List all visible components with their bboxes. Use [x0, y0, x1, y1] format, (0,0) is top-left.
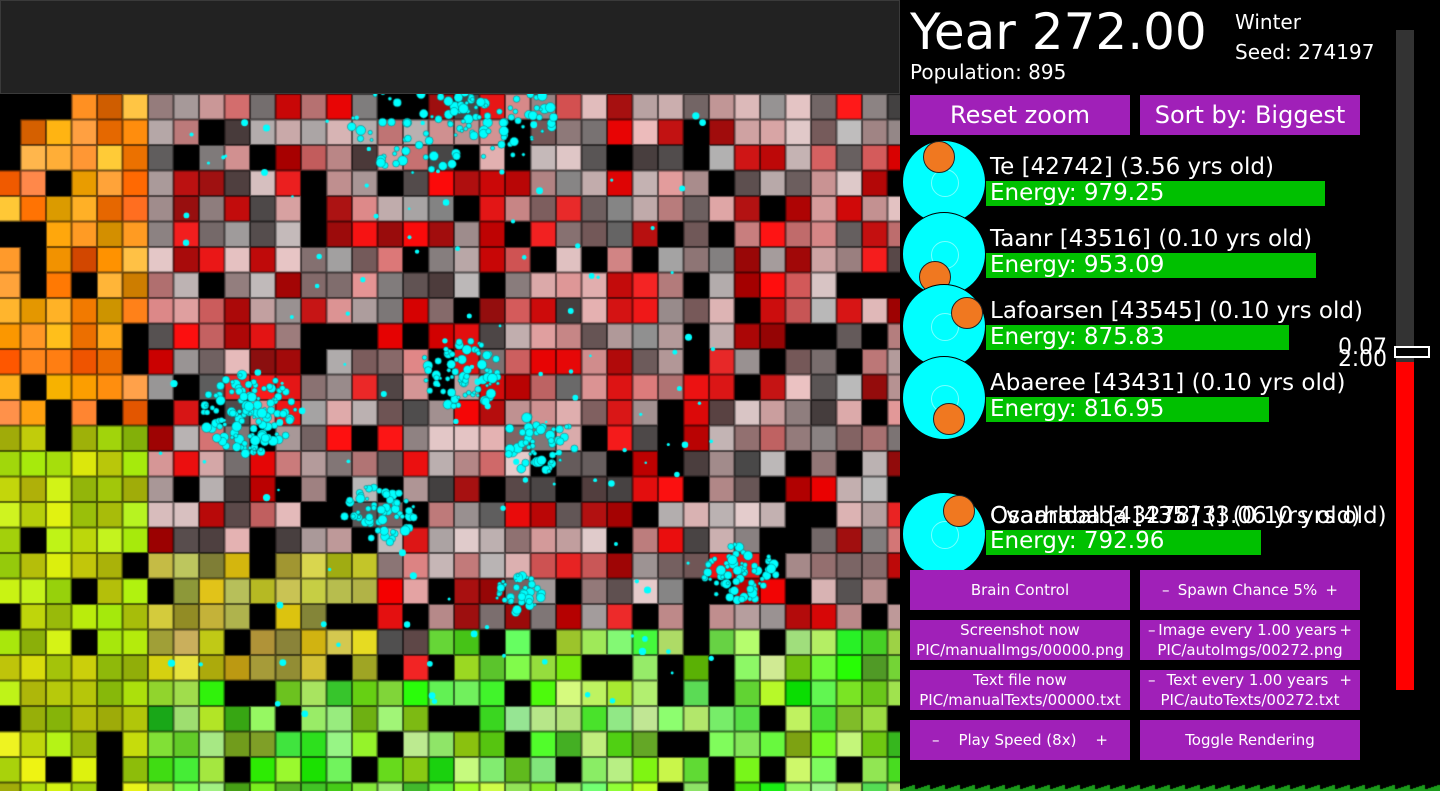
creature-body-icon — [902, 140, 986, 224]
text-interval-label: Text every 1.00 years — [1166, 671, 1329, 689]
creature-ring — [931, 521, 959, 549]
spawn-chance-label: Spawn Chance 5% — [1177, 581, 1318, 599]
creature-name-overlap: Cvaarloalba [43573] (0.10 yrs old) — [990, 503, 1387, 529]
brain-control-label: Brain Control — [970, 581, 1070, 599]
creature-entry-2[interactable]: Taanr [43516] (0.10 yrs old) Energy: 953… — [900, 212, 1390, 296]
energy-bar — [986, 530, 1261, 555]
text-file-path: PIC/manualTexts/00000.txt — [919, 691, 1121, 709]
reset-zoom-label: Reset zoom — [949, 101, 1090, 129]
speed-increase-button[interactable]: + — [1095, 731, 1108, 749]
image-increase-button[interactable]: + — [1339, 621, 1352, 639]
creature-energy: Energy: 816.95 — [990, 396, 1165, 422]
speed-slider-fill — [1396, 362, 1414, 690]
creature-body-icon — [902, 356, 986, 440]
slider-label-top: 0.07 — [1338, 335, 1387, 360]
slider-label-bottom: 2.00 — [1338, 347, 1387, 372]
creature-name: Lafoarsen [43545] (0.10 yrs old) — [990, 298, 1363, 324]
image-auto-path: PIC/autoImgs/00272.png — [1157, 641, 1343, 659]
sort-by-label: Sort by: Biggest — [1154, 101, 1346, 129]
creature-energy: Energy: 792.96 — [990, 528, 1165, 554]
brain-control-button[interactable]: Brain Control — [910, 570, 1130, 610]
terrain-grid[interactable] — [0, 94, 900, 791]
seed-label: Seed: 274197 — [1235, 40, 1375, 64]
creature-mouth-icon — [923, 141, 955, 173]
screenshot-label: Screenshot now — [960, 621, 1080, 639]
image-decrease-button[interactable]: – — [1148, 621, 1156, 639]
creature-energy: Energy: 953.09 — [990, 252, 1165, 278]
creature-name: Osarhaba [43278] (3.06 yrs old) — [990, 503, 1361, 529]
reset-zoom-button[interactable]: Reset zoom — [910, 95, 1130, 135]
population-graph — [900, 783, 1440, 791]
speed-decrease-button[interactable]: – — [932, 731, 940, 749]
energy-bar — [986, 181, 1325, 206]
year-label: Year 272.00 — [910, 3, 1207, 61]
text-interval-control[interactable]: – Text every 1.00 years + PIC/autoTexts/… — [1140, 670, 1360, 710]
population-label: Population: 895 — [910, 60, 1067, 84]
creature-entry-3[interactable]: Lafoarsen [43545] (0.10 yrs old) Energy:… — [900, 284, 1390, 368]
text-decrease-button[interactable]: – — [1148, 671, 1156, 689]
creature-name: Abaeree [43431] (0.10 yrs old) — [990, 370, 1346, 396]
speed-slider-handle[interactable] — [1394, 346, 1430, 358]
creature-mouth-icon — [943, 495, 975, 527]
world-map[interactable] — [0, 94, 900, 791]
creature-body-icon — [902, 492, 986, 576]
creature-mouth-icon — [951, 297, 983, 329]
energy-bar — [986, 253, 1316, 278]
screenshot-path: PIC/manualImgs/00000.png — [916, 641, 1124, 659]
creature-name: Te [42742] (3.56 yrs old) — [990, 154, 1274, 180]
creature-entry-5[interactable]: Osarhaba [43278] (3.06 yrs old) Cvaarloa… — [900, 490, 1390, 576]
season-label: Winter — [1235, 10, 1301, 34]
creature-ring — [931, 169, 959, 197]
play-speed-control[interactable]: – Play Speed (8x) + — [910, 720, 1130, 760]
spawn-chance-control[interactable]: – Spawn Chance 5% + — [1140, 570, 1360, 610]
toggle-rendering-button[interactable]: Toggle Rendering — [1140, 720, 1360, 760]
toggle-rendering-label: Toggle Rendering — [1185, 731, 1315, 749]
energy-bar — [986, 325, 1289, 350]
text-file-now-button[interactable]: Text file now PIC/manualTexts/00000.txt — [910, 670, 1130, 710]
text-file-label: Text file now — [973, 671, 1067, 689]
creature-mouth-icon — [933, 403, 965, 435]
text-auto-path: PIC/autoTexts/00272.txt — [1160, 691, 1340, 709]
image-interval-label: Image every 1.00 years — [1158, 621, 1337, 639]
spawn-increase-button[interactable]: + — [1325, 581, 1338, 599]
image-interval-control[interactable]: – Image every 1.00 years + PIC/autoImgs/… — [1140, 620, 1360, 660]
creature-body-icon — [902, 284, 986, 368]
sort-by-button[interactable]: Sort by: Biggest — [1140, 95, 1360, 135]
play-speed-label: Play Speed (8x) — [958, 731, 1077, 749]
creature-entry-1[interactable]: Te [42742] (3.56 yrs old) Energy: 979.25 — [900, 140, 1390, 224]
world-top-bar — [0, 0, 900, 94]
creature-energy: Energy: 979.25 — [990, 180, 1165, 206]
creature-entry-4[interactable]: Abaeree [43431] (0.10 yrs old) Energy: 8… — [900, 356, 1390, 440]
creature-name: Taanr [43516] (0.10 yrs old) — [990, 226, 1313, 252]
screenshot-now-button[interactable]: Screenshot now PIC/manualImgs/00000.png — [910, 620, 1130, 660]
creature-body-icon — [902, 212, 986, 296]
spawn-decrease-button[interactable]: – — [1162, 581, 1170, 599]
energy-bar — [986, 397, 1269, 422]
text-increase-button[interactable]: + — [1339, 671, 1352, 689]
creature-energy: Energy: 875.83 — [990, 324, 1165, 350]
side-panel: Year 272.00 Winter Seed: 274197 Populati… — [900, 0, 1440, 791]
